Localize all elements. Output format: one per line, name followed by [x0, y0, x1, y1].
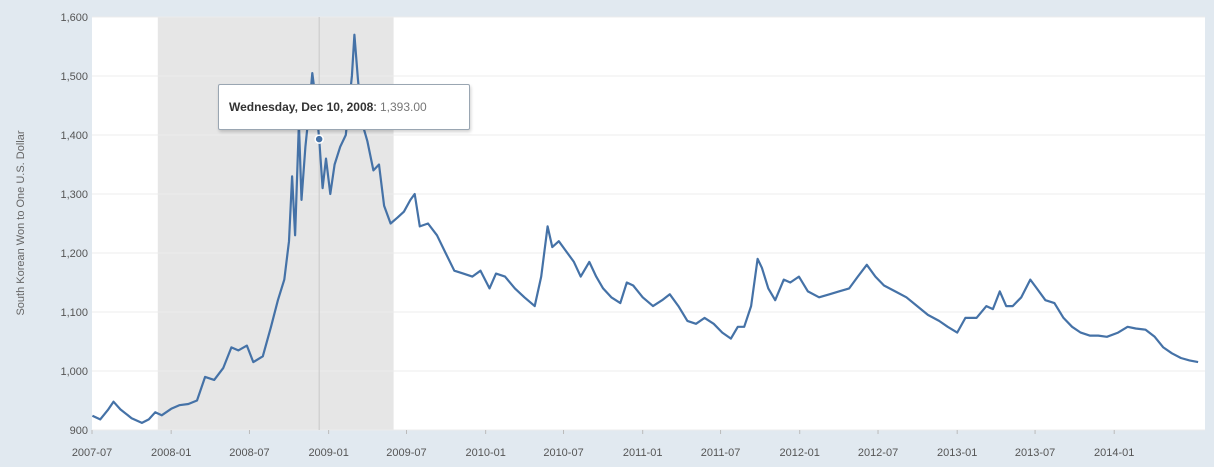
x-tick-label: 2011-01 — [623, 447, 663, 459]
x-tick-label: 2007-07 — [72, 447, 112, 459]
y-tick-label: 1,400 — [60, 130, 88, 142]
x-tick-label: 2013-07 — [1015, 447, 1055, 459]
y-tick-label: 1,100 — [60, 307, 88, 319]
series-line[interactable] — [91, 33, 1199, 424]
y-axis-title: South Korean Won to One U.S. Dollar — [15, 130, 27, 315]
y-tick-label: 1,500 — [60, 71, 88, 83]
x-tick-label: 2008-07 — [229, 447, 269, 459]
x-tick-label: 2010-01 — [465, 447, 505, 459]
y-tick-label: 1,000 — [60, 366, 88, 378]
y-tick-label: 1,300 — [60, 189, 88, 201]
x-tick-label: 2013-01 — [937, 447, 977, 459]
x-tick-label: 2014-01 — [1094, 447, 1134, 459]
x-tick-label: 2008-01 — [151, 447, 191, 459]
hover-point-marker — [314, 134, 324, 144]
x-tick-label: 2011-07 — [701, 447, 741, 459]
tooltip-date: Wednesday, Dec 10, 2008 — [229, 100, 374, 114]
x-tick-label: 2010-07 — [543, 447, 583, 459]
x-tick-label: 2012-07 — [858, 447, 898, 459]
x-tick-label: 2009-07 — [386, 447, 426, 459]
tooltip-separator: : — [373, 100, 377, 114]
y-tick-label: 1,200 — [60, 248, 88, 260]
hover-tooltip: Wednesday, Dec 10, 2008: 1,393.00 — [218, 84, 470, 130]
y-tick-label: 1,600 — [60, 12, 88, 24]
tooltip-value: 1,393.00 — [380, 100, 427, 114]
x-tick-label: 2009-01 — [308, 447, 348, 459]
x-tick-label: 2012-01 — [780, 447, 820, 459]
y-tick-label: 900 — [70, 425, 88, 437]
